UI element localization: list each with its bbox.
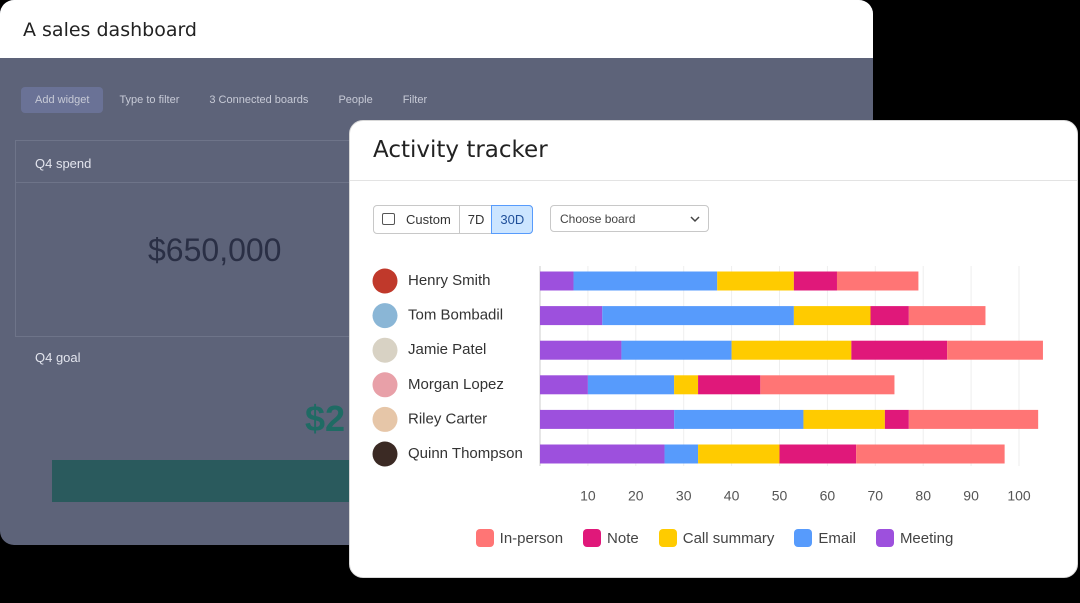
legend-swatch [583,529,602,547]
legend-swatch [875,529,894,547]
bar-segment [856,444,1005,464]
bar-segment [698,444,780,464]
avatar [372,268,398,294]
progress-bar [52,460,372,502]
x-tick-label: 20 [628,488,644,504]
legend-label: Meeting [899,529,954,547]
bar-segment [908,306,986,326]
bar-segment [664,444,699,464]
legend-swatch [475,529,494,547]
x-tick-label: 100 [1007,488,1031,504]
dashboard-title: A sales dashboard [23,19,197,41]
range-button[interactable]: Custom [374,206,459,233]
legend: In-person Note Call summary Email Meeting [350,529,1077,547]
widget-value: $2 [305,398,346,439]
range-selector: Custom 7D 30D [373,205,534,234]
widget-title: Q4 goal [35,350,81,365]
bar-segment [540,271,574,291]
bar-segment [573,271,718,291]
legend-item: Note [583,529,639,547]
y-tick-label: Tom Bombadil [408,307,503,324]
widget-frame [15,140,416,337]
y-tick-label: Henry Smith [408,272,491,289]
bar-segment [540,409,675,429]
board-dropdown[interactable]: Choose board [550,205,709,232]
x-tick-label: 80 [915,488,931,504]
toolbar-button[interactable]: People [338,94,373,106]
range-button[interactable]: 30D [491,205,534,234]
bar-segment [779,444,857,464]
bar-segment [884,409,909,429]
avatar [372,441,398,467]
legend-label: Call summary [682,529,775,547]
y-tick-label: Jamie Patel [408,341,486,358]
bar-segment [674,375,699,395]
x-tick-label: 60 [820,488,836,504]
toolbar: Add widget Type to filter 3 Connected bo… [21,87,443,113]
bar-segment [803,409,885,429]
bar-segment [674,409,804,429]
bar-segment [587,375,675,395]
legend-item: Email [794,529,856,547]
tracker-title: Activity tracker [373,137,548,163]
dropdown-label: Choose board [560,212,636,226]
bar-segment [540,306,603,326]
avatar [372,406,398,432]
toolbar-button[interactable]: Filter [402,94,428,106]
x-tick-label: 30 [676,488,692,504]
chart: 10 20 30 40 50 60 70 80 90 100 Henry Smith Tom Bomb… [372,266,1043,504]
widget-title: Q4 spend [35,156,92,171]
divider [350,180,1077,181]
toolbar-button[interactable]: 3 Connected boards [209,94,309,106]
range-label: Custom [406,212,451,227]
x-tick-label: 70 [868,488,884,504]
bar-segment [731,340,852,360]
legend-item: In-person [475,529,564,547]
divider [15,182,415,183]
bar-segment [540,375,588,395]
avatar [372,372,398,398]
legend-label: In-person [499,529,564,547]
avatar [372,337,398,363]
tracker-card: Activity tracker Custom 7D 30D Choose bo… [349,120,1078,578]
toolbar-button[interactable]: Type to filter [119,94,180,106]
legend-swatch [794,529,813,547]
legend-item: Call summary [658,529,775,547]
legend-item: Meeting [875,529,954,547]
chevron [690,216,700,223]
bar-segment [851,340,948,360]
bar-segment [793,306,871,326]
avatar [372,303,398,329]
y-tick-label: Quinn Thompson [408,445,523,462]
y-tick-label: Riley Carter [408,410,487,427]
legend-label: Email [818,529,856,547]
x-tick-label: 10 [580,488,596,504]
bar-segment [870,306,909,326]
legend-swatch [658,529,677,547]
bar-segment [908,409,1039,429]
x-tick-label: 40 [724,488,740,504]
dashboard-header [0,0,873,58]
bar-segment [698,375,761,395]
x-tick-label: 50 [772,488,788,504]
bar-segment [717,271,794,291]
y-tick-label: Morgan Lopez [408,376,504,393]
widget-value: $650,000 [148,232,282,268]
legend-label: Note [607,529,639,547]
toolbar-button[interactable]: Add widget [21,87,104,113]
x-tick-label: 90 [963,488,979,504]
bar-segment [540,340,622,360]
bar-segment [621,340,732,360]
range-button[interactable]: 7D [458,206,493,233]
bar-segment [602,306,794,326]
bar-segment [947,340,1043,360]
bar-segment [793,271,837,291]
bar-segment [760,375,895,395]
bar-segment [540,444,665,464]
bar-segment [836,271,919,291]
calendar-icon [382,213,395,225]
